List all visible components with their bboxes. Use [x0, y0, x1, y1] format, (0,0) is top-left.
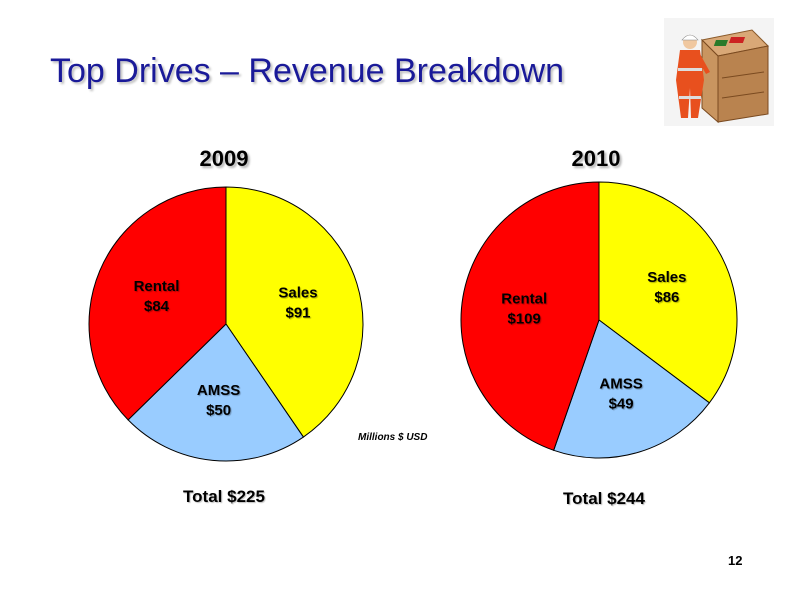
company-logo	[664, 18, 774, 126]
pie-2009-label-amss-name: AMSS	[197, 382, 240, 399]
pie-2010-label-amss-value: $49	[609, 396, 634, 413]
pie-2010-slice-sales	[598, 181, 738, 404]
pie-2010-label-sales-name: Sales	[647, 269, 686, 286]
chart-2010-total: Total $244	[563, 489, 645, 508]
pie-2009-slice-rental	[88, 186, 227, 421]
page-title: Top Drives – Revenue Breakdown	[50, 52, 565, 90]
pie-2010-slice-rental	[460, 181, 600, 451]
pie-2009-slice-amss	[127, 323, 305, 462]
pie-2009-label-amss-value: $50	[206, 402, 231, 419]
pie-2009-label-sales-name: Sales	[278, 285, 317, 302]
pie-2009-label-rental-value: $84	[144, 298, 170, 315]
pie-2010-label-rental-value: $109	[508, 310, 541, 327]
units-note: Millions $ USD	[358, 432, 428, 443]
chart-2010-title: 2010	[571, 146, 621, 171]
pie-2010-label-rental-name: Rental	[501, 290, 547, 307]
pie-2010-label-amss-name: AMSS	[599, 376, 642, 393]
chart-2009-total: Total $225	[183, 487, 265, 506]
pie-2010-label-sales-value: $86	[654, 289, 679, 306]
pie-2009-slice-sales	[225, 186, 364, 438]
pie-2009-label-rental-name: Rental	[134, 278, 180, 295]
pie-2010-slice-amss	[553, 319, 711, 459]
page-number: 12	[728, 553, 743, 568]
chart-2009-title: 2009	[199, 146, 249, 171]
pie-2009-label-sales-value: $91	[285, 305, 310, 322]
